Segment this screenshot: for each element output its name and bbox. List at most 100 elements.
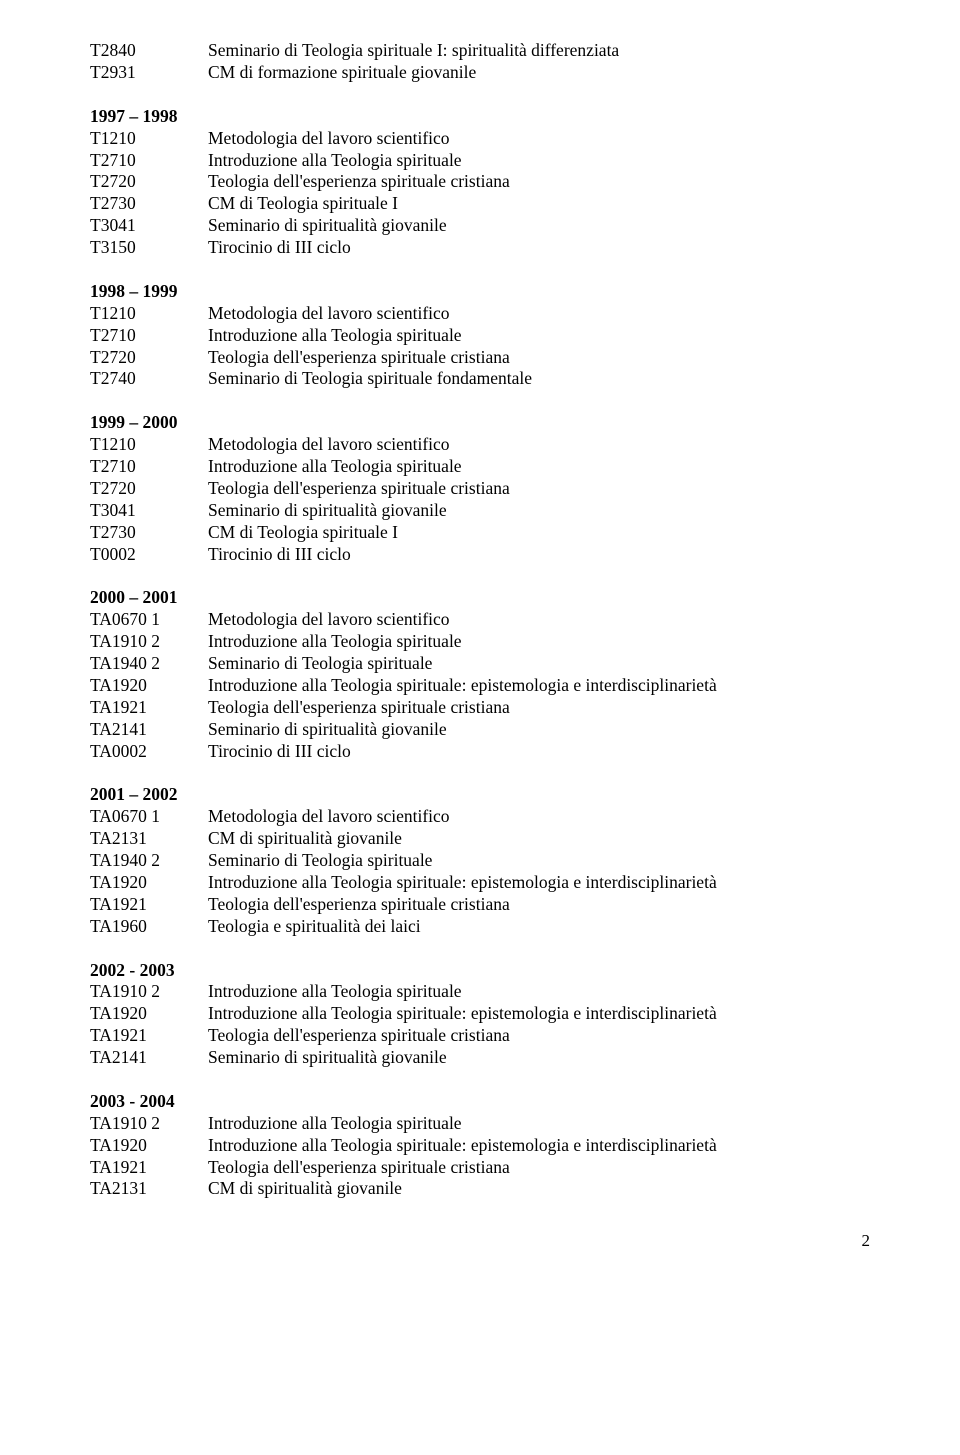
- course-description: Metodologia del lavoro scientifico: [208, 609, 870, 631]
- course-description: CM di Teologia spirituale I: [208, 193, 870, 215]
- course-row: TA1920Introduzione alla Teologia spiritu…: [90, 675, 870, 697]
- course-code: TA2141: [90, 719, 208, 741]
- course-description: Teologia dell'esperienza spirituale cris…: [208, 1025, 870, 1047]
- course-description: Introduzione alla Teologia spirituale: e…: [208, 872, 870, 894]
- course-row: T2840Seminario di Teologia spirituale I:…: [90, 40, 870, 62]
- year-heading: 2002 - 2003: [90, 960, 870, 982]
- course-row: TA0670 1Metodologia del lavoro scientifi…: [90, 806, 870, 828]
- course-row: T1210Metodologia del lavoro scientifico: [90, 434, 870, 456]
- course-code: TA2131: [90, 1178, 208, 1200]
- course-description: Seminario di spiritualità giovanile: [208, 1047, 870, 1069]
- course-code: TA2141: [90, 1047, 208, 1069]
- course-row: T2730CM di Teologia spirituale I: [90, 522, 870, 544]
- course-description: Seminario di spiritualità giovanile: [208, 719, 870, 741]
- course-row: T3041Seminario di spiritualità giovanile: [90, 215, 870, 237]
- course-row: TA1910 2Introduzione alla Teologia spiri…: [90, 631, 870, 653]
- course-row: TA1920Introduzione alla Teologia spiritu…: [90, 1135, 870, 1157]
- course-description: CM di Teologia spirituale I: [208, 522, 870, 544]
- course-row: TA2131CM di spiritualità giovanile: [90, 828, 870, 850]
- course-description: Introduzione alla Teologia spirituale: [208, 631, 870, 653]
- course-code: T2710: [90, 150, 208, 172]
- course-description: Seminario di spiritualità giovanile: [208, 215, 870, 237]
- course-description: Introduzione alla Teologia spirituale: e…: [208, 1135, 870, 1157]
- course-row: TA1921Teologia dell'esperienza spiritual…: [90, 894, 870, 916]
- course-code: TA1921: [90, 894, 208, 916]
- course-description: Introduzione alla Teologia spirituale: [208, 981, 870, 1003]
- course-code: T2720: [90, 171, 208, 193]
- course-row: T2710Introduzione alla Teologia spiritua…: [90, 150, 870, 172]
- course-code: TA1921: [90, 697, 208, 719]
- course-row: TA1920Introduzione alla Teologia spiritu…: [90, 872, 870, 894]
- course-code: TA1940 2: [90, 850, 208, 872]
- document-body: T2840Seminario di Teologia spirituale I:…: [90, 40, 870, 1200]
- course-row: TA1940 2Seminario di Teologia spirituale: [90, 653, 870, 675]
- course-code: TA1910 2: [90, 631, 208, 653]
- course-row: T3041Seminario di spiritualità giovanile: [90, 500, 870, 522]
- course-row: T3150Tirocinio di III ciclo: [90, 237, 870, 259]
- course-description: Introduzione alla Teologia spirituale: [208, 325, 870, 347]
- course-description: Introduzione alla Teologia spirituale: e…: [208, 1003, 870, 1025]
- course-row: TA1921Teologia dell'esperienza spiritual…: [90, 697, 870, 719]
- course-code: T2840: [90, 40, 208, 62]
- course-row: TA0002Tirocinio di III ciclo: [90, 741, 870, 763]
- course-code: T2720: [90, 478, 208, 500]
- year-heading: 1997 – 1998: [90, 106, 870, 128]
- course-code: T3041: [90, 215, 208, 237]
- course-row: TA1921Teologia dell'esperienza spiritual…: [90, 1157, 870, 1179]
- course-description: Metodologia del lavoro scientifico: [208, 434, 870, 456]
- course-row: T2710Introduzione alla Teologia spiritua…: [90, 456, 870, 478]
- course-code: T2710: [90, 325, 208, 347]
- year-heading: 2003 - 2004: [90, 1091, 870, 1113]
- course-row: TA2141Seminario di spiritualità giovanil…: [90, 719, 870, 741]
- course-description: Tirocinio di III ciclo: [208, 741, 870, 763]
- course-code: T2720: [90, 347, 208, 369]
- course-description: Teologia dell'esperienza spirituale cris…: [208, 1157, 870, 1179]
- course-row: TA0670 1Metodologia del lavoro scientifi…: [90, 609, 870, 631]
- course-description: Teologia dell'esperienza spirituale cris…: [208, 478, 870, 500]
- course-code: TA0670 1: [90, 806, 208, 828]
- course-code: TA1920: [90, 1135, 208, 1157]
- course-description: Metodologia del lavoro scientifico: [208, 128, 870, 150]
- course-description: CM di spiritualità giovanile: [208, 1178, 870, 1200]
- course-code: T2931: [90, 62, 208, 84]
- course-code: TA1910 2: [90, 1113, 208, 1135]
- course-row: T2720Teologia dell'esperienza spirituale…: [90, 347, 870, 369]
- course-row: TA1960Teologia e spiritualità dei laici: [90, 916, 870, 938]
- course-row: T2740Seminario di Teologia spirituale fo…: [90, 368, 870, 390]
- course-description: Metodologia del lavoro scientifico: [208, 806, 870, 828]
- course-description: Tirocinio di III ciclo: [208, 544, 870, 566]
- course-row: TA1940 2Seminario di Teologia spirituale: [90, 850, 870, 872]
- course-code: T1210: [90, 434, 208, 456]
- course-row: TA1910 2Introduzione alla Teologia spiri…: [90, 1113, 870, 1135]
- course-description: Teologia dell'esperienza spirituale cris…: [208, 347, 870, 369]
- course-code: TA1910 2: [90, 981, 208, 1003]
- course-description: Seminario di Teologia spirituale I: spir…: [208, 40, 870, 62]
- course-code: T1210: [90, 128, 208, 150]
- course-row: TA1921Teologia dell'esperienza spiritual…: [90, 1025, 870, 1047]
- course-row: TA1920Introduzione alla Teologia spiritu…: [90, 1003, 870, 1025]
- course-description: CM di spiritualità giovanile: [208, 828, 870, 850]
- course-description: Teologia e spiritualità dei laici: [208, 916, 870, 938]
- course-code: TA0670 1: [90, 609, 208, 631]
- course-code: TA1920: [90, 675, 208, 697]
- course-description: Seminario di spiritualità giovanile: [208, 500, 870, 522]
- course-description: CM di formazione spirituale giovanile: [208, 62, 870, 84]
- course-description: Teologia dell'esperienza spirituale cris…: [208, 171, 870, 193]
- course-description: Tirocinio di III ciclo: [208, 237, 870, 259]
- course-code: T3041: [90, 500, 208, 522]
- course-description: Introduzione alla Teologia spirituale: [208, 1113, 870, 1135]
- course-description: Metodologia del lavoro scientifico: [208, 303, 870, 325]
- course-code: TA1920: [90, 1003, 208, 1025]
- course-code: TA1940 2: [90, 653, 208, 675]
- course-description: Seminario di Teologia spirituale: [208, 653, 870, 675]
- course-row: T2720Teologia dell'esperienza spirituale…: [90, 171, 870, 193]
- course-code: TA0002: [90, 741, 208, 763]
- course-code: T2730: [90, 522, 208, 544]
- course-description: Introduzione alla Teologia spirituale: e…: [208, 675, 870, 697]
- course-row: T1210Metodologia del lavoro scientifico: [90, 128, 870, 150]
- course-code: T2740: [90, 368, 208, 390]
- year-heading: 1998 – 1999: [90, 281, 870, 303]
- course-code: T2730: [90, 193, 208, 215]
- course-row: T2730CM di Teologia spirituale I: [90, 193, 870, 215]
- course-code: T1210: [90, 303, 208, 325]
